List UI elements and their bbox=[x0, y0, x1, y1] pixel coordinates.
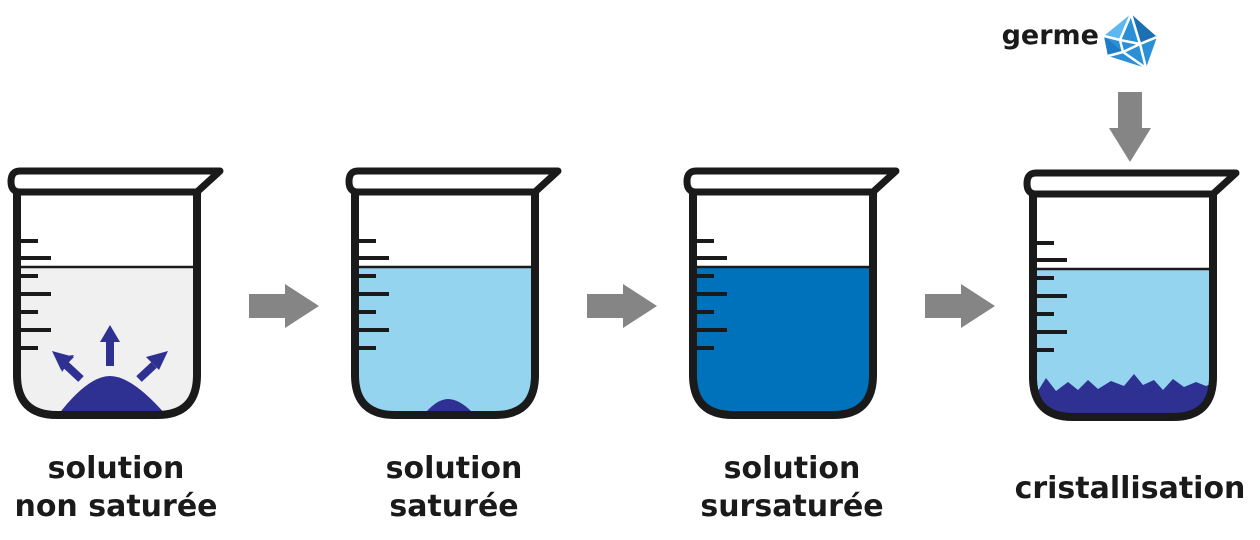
up-arrow-icon bbox=[100, 325, 120, 366]
stage-label-line: sursaturée bbox=[700, 489, 884, 524]
stage-label-crystallization: cristallisation bbox=[1000, 470, 1260, 508]
crystal-icon bbox=[1103, 13, 1158, 70]
up-left-arrow-icon bbox=[52, 351, 84, 382]
beaker-1 bbox=[11, 171, 220, 427]
stage-label-saturated: solution saturée bbox=[338, 450, 570, 526]
right-arrow-icon bbox=[587, 284, 657, 328]
beaker-3 bbox=[687, 171, 896, 427]
stage-label-line: solution bbox=[47, 451, 185, 486]
right-arrow-icon bbox=[249, 284, 319, 328]
up-right-arrow-icon bbox=[136, 351, 168, 382]
beaker-2-liquid bbox=[355, 267, 535, 415]
solute-remnant bbox=[426, 399, 472, 412]
beaker-2 bbox=[349, 171, 558, 427]
beaker-4-liquid bbox=[1033, 269, 1213, 417]
stage-label-line: solution bbox=[385, 451, 523, 486]
beaker-4 bbox=[1027, 173, 1236, 429]
stage-label-line: non saturée bbox=[14, 489, 218, 524]
stage-label-line: solution bbox=[723, 451, 861, 486]
seed-label: germe bbox=[1001, 20, 1099, 51]
stage-label-line: saturée bbox=[389, 489, 519, 524]
down-arrow-icon bbox=[1109, 92, 1151, 162]
stage-label-supersaturated: solution sursaturée bbox=[676, 450, 908, 526]
solute-pile bbox=[58, 376, 166, 415]
beaker-3-liquid bbox=[693, 267, 873, 415]
dissolve-arrows bbox=[52, 325, 168, 382]
crystal-layer bbox=[1033, 374, 1213, 417]
stage-label-unsaturated: solution non saturée bbox=[0, 450, 232, 526]
stage-label-line: cristallisation bbox=[1014, 471, 1246, 506]
right-arrow-icon bbox=[925, 284, 995, 328]
